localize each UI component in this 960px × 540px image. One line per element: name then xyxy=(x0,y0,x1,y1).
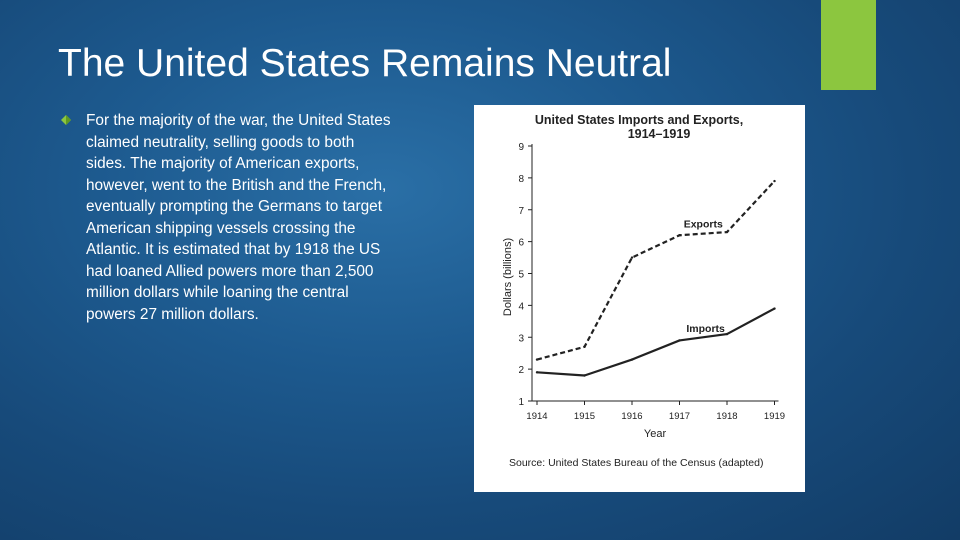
series-line-imports xyxy=(536,307,776,377)
chart-title-line1: United States Imports and Exports, xyxy=(535,113,743,127)
bullet-text: For the majority of the war, the United … xyxy=(86,112,391,323)
y-tick-label: 6 xyxy=(518,238,524,249)
y-tick-label: 5 xyxy=(518,270,524,281)
y-tick-label: 4 xyxy=(518,301,524,312)
y-tick-label: 2 xyxy=(518,365,524,376)
x-tick-label: 1919 xyxy=(764,411,785,422)
accent-bar xyxy=(821,0,876,90)
data-point-imports xyxy=(535,371,539,374)
diamond-arrow-icon xyxy=(61,115,71,125)
x-tick-label: 1914 xyxy=(526,411,547,422)
slide-title: The United States Remains Neutral xyxy=(58,42,672,85)
chart-series: Exports Imports xyxy=(535,179,776,377)
x-axis-label: Year xyxy=(644,428,667,440)
x-tick-label: 1915 xyxy=(574,411,595,422)
line-chart: United States Imports and Exports, 1914–… xyxy=(502,113,785,469)
data-point-exports xyxy=(725,230,729,234)
chart-title-line2: 1914–1919 xyxy=(628,127,691,141)
data-point-imports xyxy=(725,332,729,336)
series-label-imports: Imports xyxy=(686,323,725,335)
x-tick-label: 1916 xyxy=(621,411,642,422)
x-tick-label: 1918 xyxy=(716,411,737,422)
series-label-exports: Exports xyxy=(684,219,723,231)
y-tick-label: 7 xyxy=(518,206,524,217)
y-tick-label: 8 xyxy=(518,174,524,185)
chart-axes: 1 2 3 4 5 6 7 8 9 1914 1915 1916 1917 1918 1919 xyxy=(518,142,785,422)
data-point-imports xyxy=(678,339,681,342)
x-tick-label: 1917 xyxy=(669,411,690,422)
series-line-exports xyxy=(536,180,776,361)
data-point-imports xyxy=(773,307,776,310)
y-tick-label: 9 xyxy=(518,142,524,153)
data-point-imports xyxy=(583,374,586,377)
y-axis-label: Dollars (billions) xyxy=(502,238,514,316)
y-tick-label: 1 xyxy=(518,397,524,408)
data-point-exports xyxy=(773,179,776,183)
y-tick-label: 3 xyxy=(518,333,524,344)
data-point-exports xyxy=(630,256,634,259)
data-point-imports xyxy=(630,358,634,361)
chart-panel: United States Imports and Exports, 1914–… xyxy=(474,105,805,492)
data-point-exports xyxy=(535,358,539,361)
data-point-exports xyxy=(678,234,681,237)
chart-source: Source: United States Bureau of the Cens… xyxy=(509,457,764,469)
data-point-exports xyxy=(583,345,586,349)
